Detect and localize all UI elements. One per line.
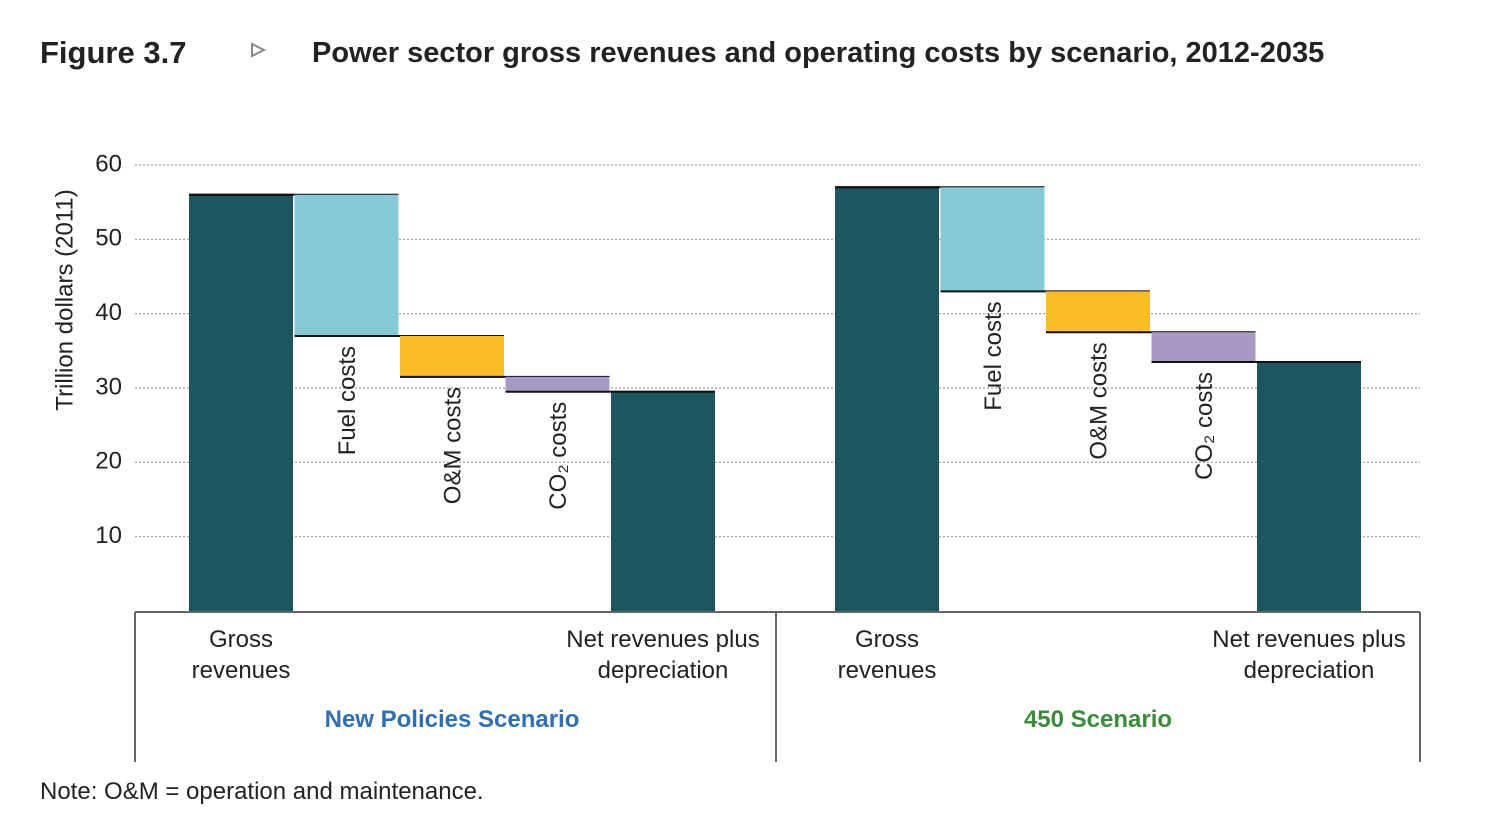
chart-title: Power sector gross revenues and operatin… [312, 37, 1325, 69]
y-tick-label: 50 [95, 225, 122, 252]
x-tick-label: Gross revenues [191, 626, 291, 684]
y-tick-label: 40 [95, 299, 122, 326]
cost-label: Fuel costs [334, 346, 361, 455]
group-label: 450 Scenario [1023, 706, 1173, 733]
title-arrow-icon [251, 42, 267, 58]
cost-label: O&M costs [1085, 342, 1112, 459]
x-tick-label: Net revenues plus depreciation [566, 626, 760, 684]
bar [1257, 361, 1361, 611]
figure-label: Figure 3.7 [40, 35, 187, 70]
note: Note: O&M = operation and maintenance. [40, 778, 484, 805]
y-tick-label: 20 [95, 448, 122, 475]
bar [294, 194, 399, 336]
cost-label: CO₂ costs [1191, 372, 1218, 480]
y-tick-label: 30 [95, 373, 122, 400]
y-tick-label: 10 [95, 522, 122, 549]
bar [940, 187, 1045, 292]
x-tick-label: Net revenues plus depreciation [1212, 626, 1406, 684]
bar [1151, 332, 1256, 362]
cost-label: O&M costs [439, 387, 466, 504]
bar [1046, 291, 1150, 333]
bar [400, 335, 504, 377]
x-tick-label: Gross revenues [837, 626, 937, 684]
y-tick-label: 60 [95, 150, 122, 177]
cost-label: Fuel costs [980, 301, 1007, 410]
bar [189, 194, 293, 611]
bar [505, 376, 610, 392]
bar [611, 391, 715, 611]
cost-label: CO₂ costs [545, 402, 572, 510]
y-axis-label: Trillion dollars (2011) [51, 189, 78, 410]
bar [835, 187, 939, 612]
group-label: New Policies Scenario [324, 706, 580, 733]
